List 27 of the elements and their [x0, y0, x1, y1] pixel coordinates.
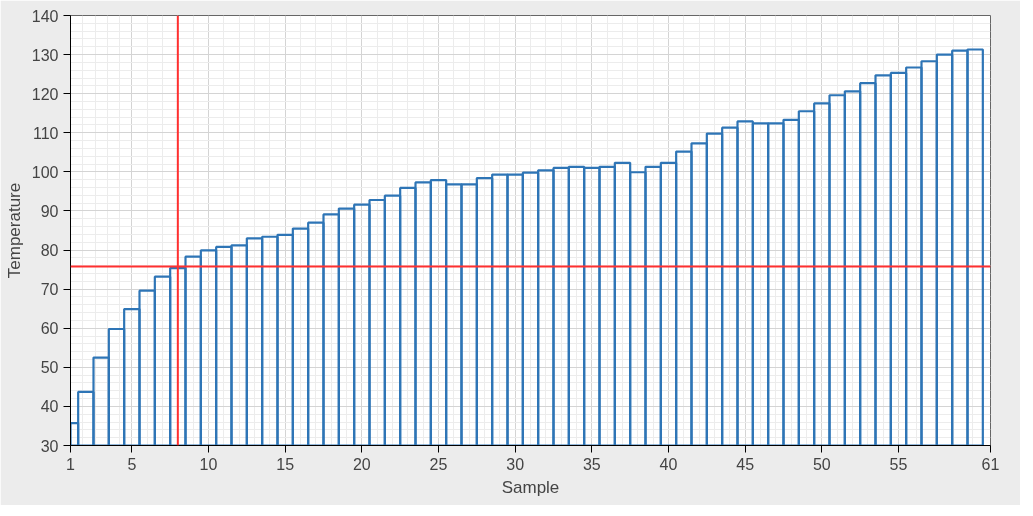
x-tick-label: 45 [736, 455, 755, 473]
x-tick-label: 25 [429, 455, 448, 473]
y-tick-label: 100 [31, 163, 59, 181]
y-tick-label: 90 [40, 202, 59, 220]
x-tick-label: 55 [889, 455, 908, 473]
x-tick-label: 20 [352, 455, 371, 473]
x-axis-title: Sample [501, 477, 560, 497]
y-tick-label: 130 [31, 46, 59, 64]
y-tick-label: 120 [31, 85, 59, 103]
y-tick-label: 60 [40, 320, 59, 338]
y-tick-label: 40 [40, 398, 59, 416]
x-tick-label: 5 [127, 455, 137, 473]
x-tick-label: 50 [812, 455, 831, 473]
y-tick-label: 50 [40, 359, 59, 377]
y-tick-label: 70 [40, 281, 59, 299]
x-tick-label: 1 [66, 455, 76, 473]
x-tick-label: 15 [276, 455, 295, 473]
x-tick-label: 40 [659, 455, 678, 473]
x-tick-label: 30 [506, 455, 525, 473]
x-tick-label: 35 [582, 455, 601, 473]
y-axis-title: Temperature [4, 182, 24, 279]
y-tick-label: 80 [40, 242, 59, 260]
y-tick-label: 140 [31, 7, 59, 25]
y-tick-label: 30 [40, 437, 59, 455]
y-tick-label: 110 [32, 124, 59, 142]
x-tick-label: 10 [199, 455, 218, 473]
x-tick-label: 61 [981, 455, 1000, 473]
